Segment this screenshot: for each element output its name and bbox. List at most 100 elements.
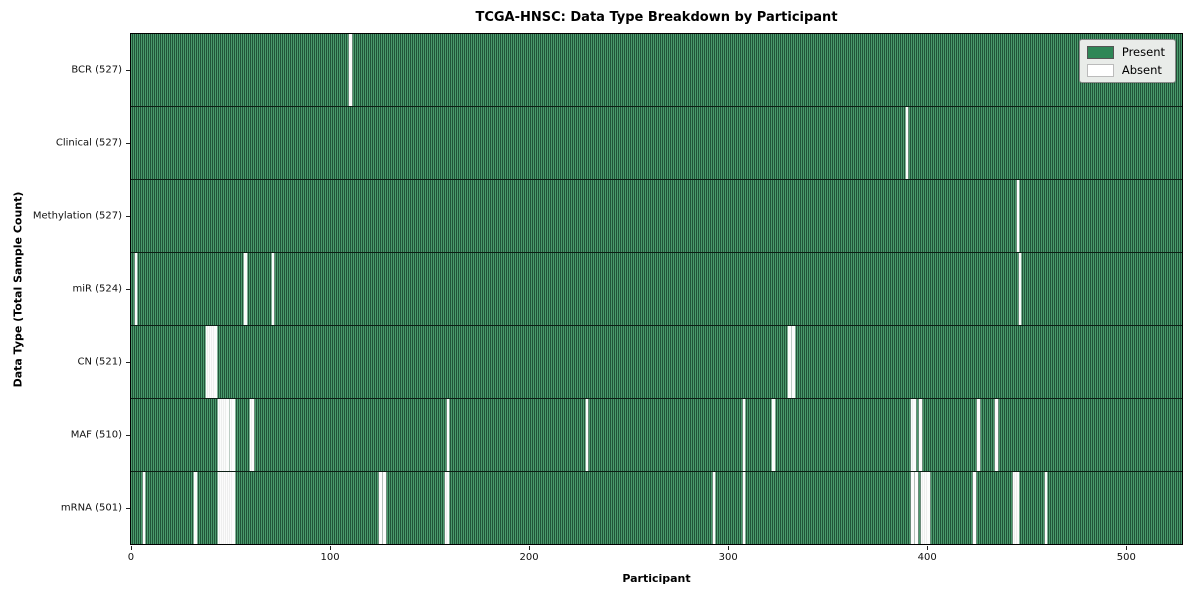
absent-mark bbox=[379, 472, 382, 544]
plot-area: Present Absent bbox=[130, 33, 1183, 545]
legend-item-present: Present bbox=[1086, 45, 1165, 59]
absent-mark bbox=[913, 399, 917, 471]
absent-mark bbox=[585, 399, 589, 471]
y-tick-label-methylation: Methylation (527) bbox=[32, 210, 122, 222]
absent-mark bbox=[742, 472, 746, 544]
absent-mark bbox=[919, 399, 923, 471]
y-tick-mark bbox=[126, 69, 130, 71]
absent-mark bbox=[224, 472, 227, 544]
absent-mark bbox=[923, 472, 926, 544]
x-tick-mark bbox=[1126, 546, 1128, 550]
absent-mark bbox=[134, 253, 138, 325]
x-tick-label-500: 500 bbox=[1116, 552, 1136, 563]
x-tick-mark bbox=[728, 546, 730, 550]
x-tick-label-200: 200 bbox=[519, 552, 539, 563]
absent-mark bbox=[925, 472, 928, 544]
legend-label-absent: Absent bbox=[1121, 63, 1162, 77]
absent-mark bbox=[1044, 472, 1048, 544]
chart-title: TCGA-HNSC: Data Type Breakdown by Partic… bbox=[475, 10, 838, 25]
y-tick-mark bbox=[126, 289, 130, 290]
x-axis-label: Participant bbox=[622, 572, 691, 585]
heatmap-row-bcr bbox=[131, 34, 1182, 107]
absent-mark bbox=[1016, 472, 1020, 544]
x-tick-label-400: 400 bbox=[917, 552, 937, 563]
absent-mark bbox=[444, 472, 448, 544]
absent-mark bbox=[1016, 180, 1020, 252]
absent-mark bbox=[1014, 472, 1018, 544]
legend-label-present: Present bbox=[1121, 45, 1165, 59]
absent-mark bbox=[792, 326, 795, 398]
absent-mark bbox=[1012, 472, 1016, 544]
y-tick-label-cn: CN (521) bbox=[77, 356, 122, 368]
absent-mark bbox=[208, 326, 211, 398]
absent-mark bbox=[214, 326, 217, 398]
heatmap-row-methylation bbox=[131, 180, 1182, 253]
x-tick-mark bbox=[529, 546, 531, 550]
x-tick-label-300: 300 bbox=[718, 552, 738, 563]
present-swatch-icon bbox=[1086, 45, 1114, 59]
absent-swatch-icon bbox=[1086, 63, 1114, 77]
absent-mark bbox=[232, 399, 235, 471]
legend: Present Absent bbox=[1078, 39, 1176, 83]
y-tick-label-mir: miR (524) bbox=[72, 283, 122, 295]
absent-mark bbox=[921, 472, 925, 544]
absent-mark bbox=[220, 399, 223, 471]
absent-mark bbox=[712, 472, 716, 544]
absent-mark bbox=[905, 107, 909, 179]
absent-mark bbox=[224, 399, 227, 471]
absent-mark bbox=[788, 326, 791, 398]
absent-mark bbox=[383, 472, 386, 544]
y-tick-label-bcr: BCR (527) bbox=[71, 64, 122, 76]
absent-mark bbox=[142, 472, 146, 544]
absent-mark bbox=[218, 399, 221, 471]
y-tick-mark bbox=[126, 435, 130, 437]
x-tick-label-0: 0 bbox=[127, 552, 135, 563]
y-axis-tick-labels: BCR (527) Clinical (527) Methylation (527)… bbox=[0, 33, 122, 545]
absent-mark bbox=[1018, 253, 1022, 325]
absent-mark bbox=[194, 472, 197, 544]
y-tick-label-clinical: Clinical (527) bbox=[55, 137, 122, 149]
absent-mark bbox=[249, 399, 253, 471]
absent-mark bbox=[446, 399, 450, 471]
absent-mark bbox=[218, 472, 221, 544]
y-tick-mark bbox=[126, 142, 130, 144]
x-tick-mark bbox=[130, 546, 132, 550]
absent-mark bbox=[232, 472, 235, 544]
y-tick-label-mrna: mRNA (501) bbox=[60, 502, 122, 514]
absent-mark bbox=[230, 399, 233, 471]
heatmap-row-mrna bbox=[131, 472, 1182, 544]
heatmap-row-mir bbox=[131, 253, 1182, 326]
y-tick-mark bbox=[126, 508, 130, 510]
absent-mark bbox=[977, 399, 980, 471]
absent-mark bbox=[226, 472, 229, 544]
absent-mark bbox=[973, 472, 976, 544]
absent-mark bbox=[243, 253, 247, 325]
absent-mark bbox=[222, 472, 225, 544]
x-tick-mark bbox=[927, 546, 929, 550]
absent-mark bbox=[911, 399, 915, 471]
absent-mark bbox=[915, 472, 919, 544]
heatmap-row-maf bbox=[131, 399, 1182, 472]
y-tick-label-maf: MAF (510) bbox=[70, 429, 122, 441]
absent-mark bbox=[228, 472, 231, 544]
legend-item-absent: Absent bbox=[1086, 63, 1165, 77]
absent-mark bbox=[994, 399, 998, 471]
absent-mark bbox=[772, 399, 775, 471]
absent-mark bbox=[349, 34, 352, 106]
heatmap-row-clinical bbox=[131, 107, 1182, 180]
absent-mark bbox=[742, 399, 746, 471]
absent-mark bbox=[230, 472, 233, 544]
y-tick-mark bbox=[126, 362, 130, 364]
y-tick-mark bbox=[126, 215, 130, 217]
absent-mark bbox=[271, 253, 275, 325]
heatmap-row-cn bbox=[131, 326, 1182, 399]
x-tick-mark bbox=[330, 546, 332, 550]
absent-mark bbox=[911, 472, 915, 544]
x-tick-label-100: 100 bbox=[320, 552, 340, 563]
absent-mark bbox=[212, 326, 215, 398]
absent-mark bbox=[222, 399, 225, 471]
absent-mark bbox=[927, 472, 930, 544]
absent-mark bbox=[446, 472, 450, 544]
absent-mark bbox=[210, 326, 213, 398]
